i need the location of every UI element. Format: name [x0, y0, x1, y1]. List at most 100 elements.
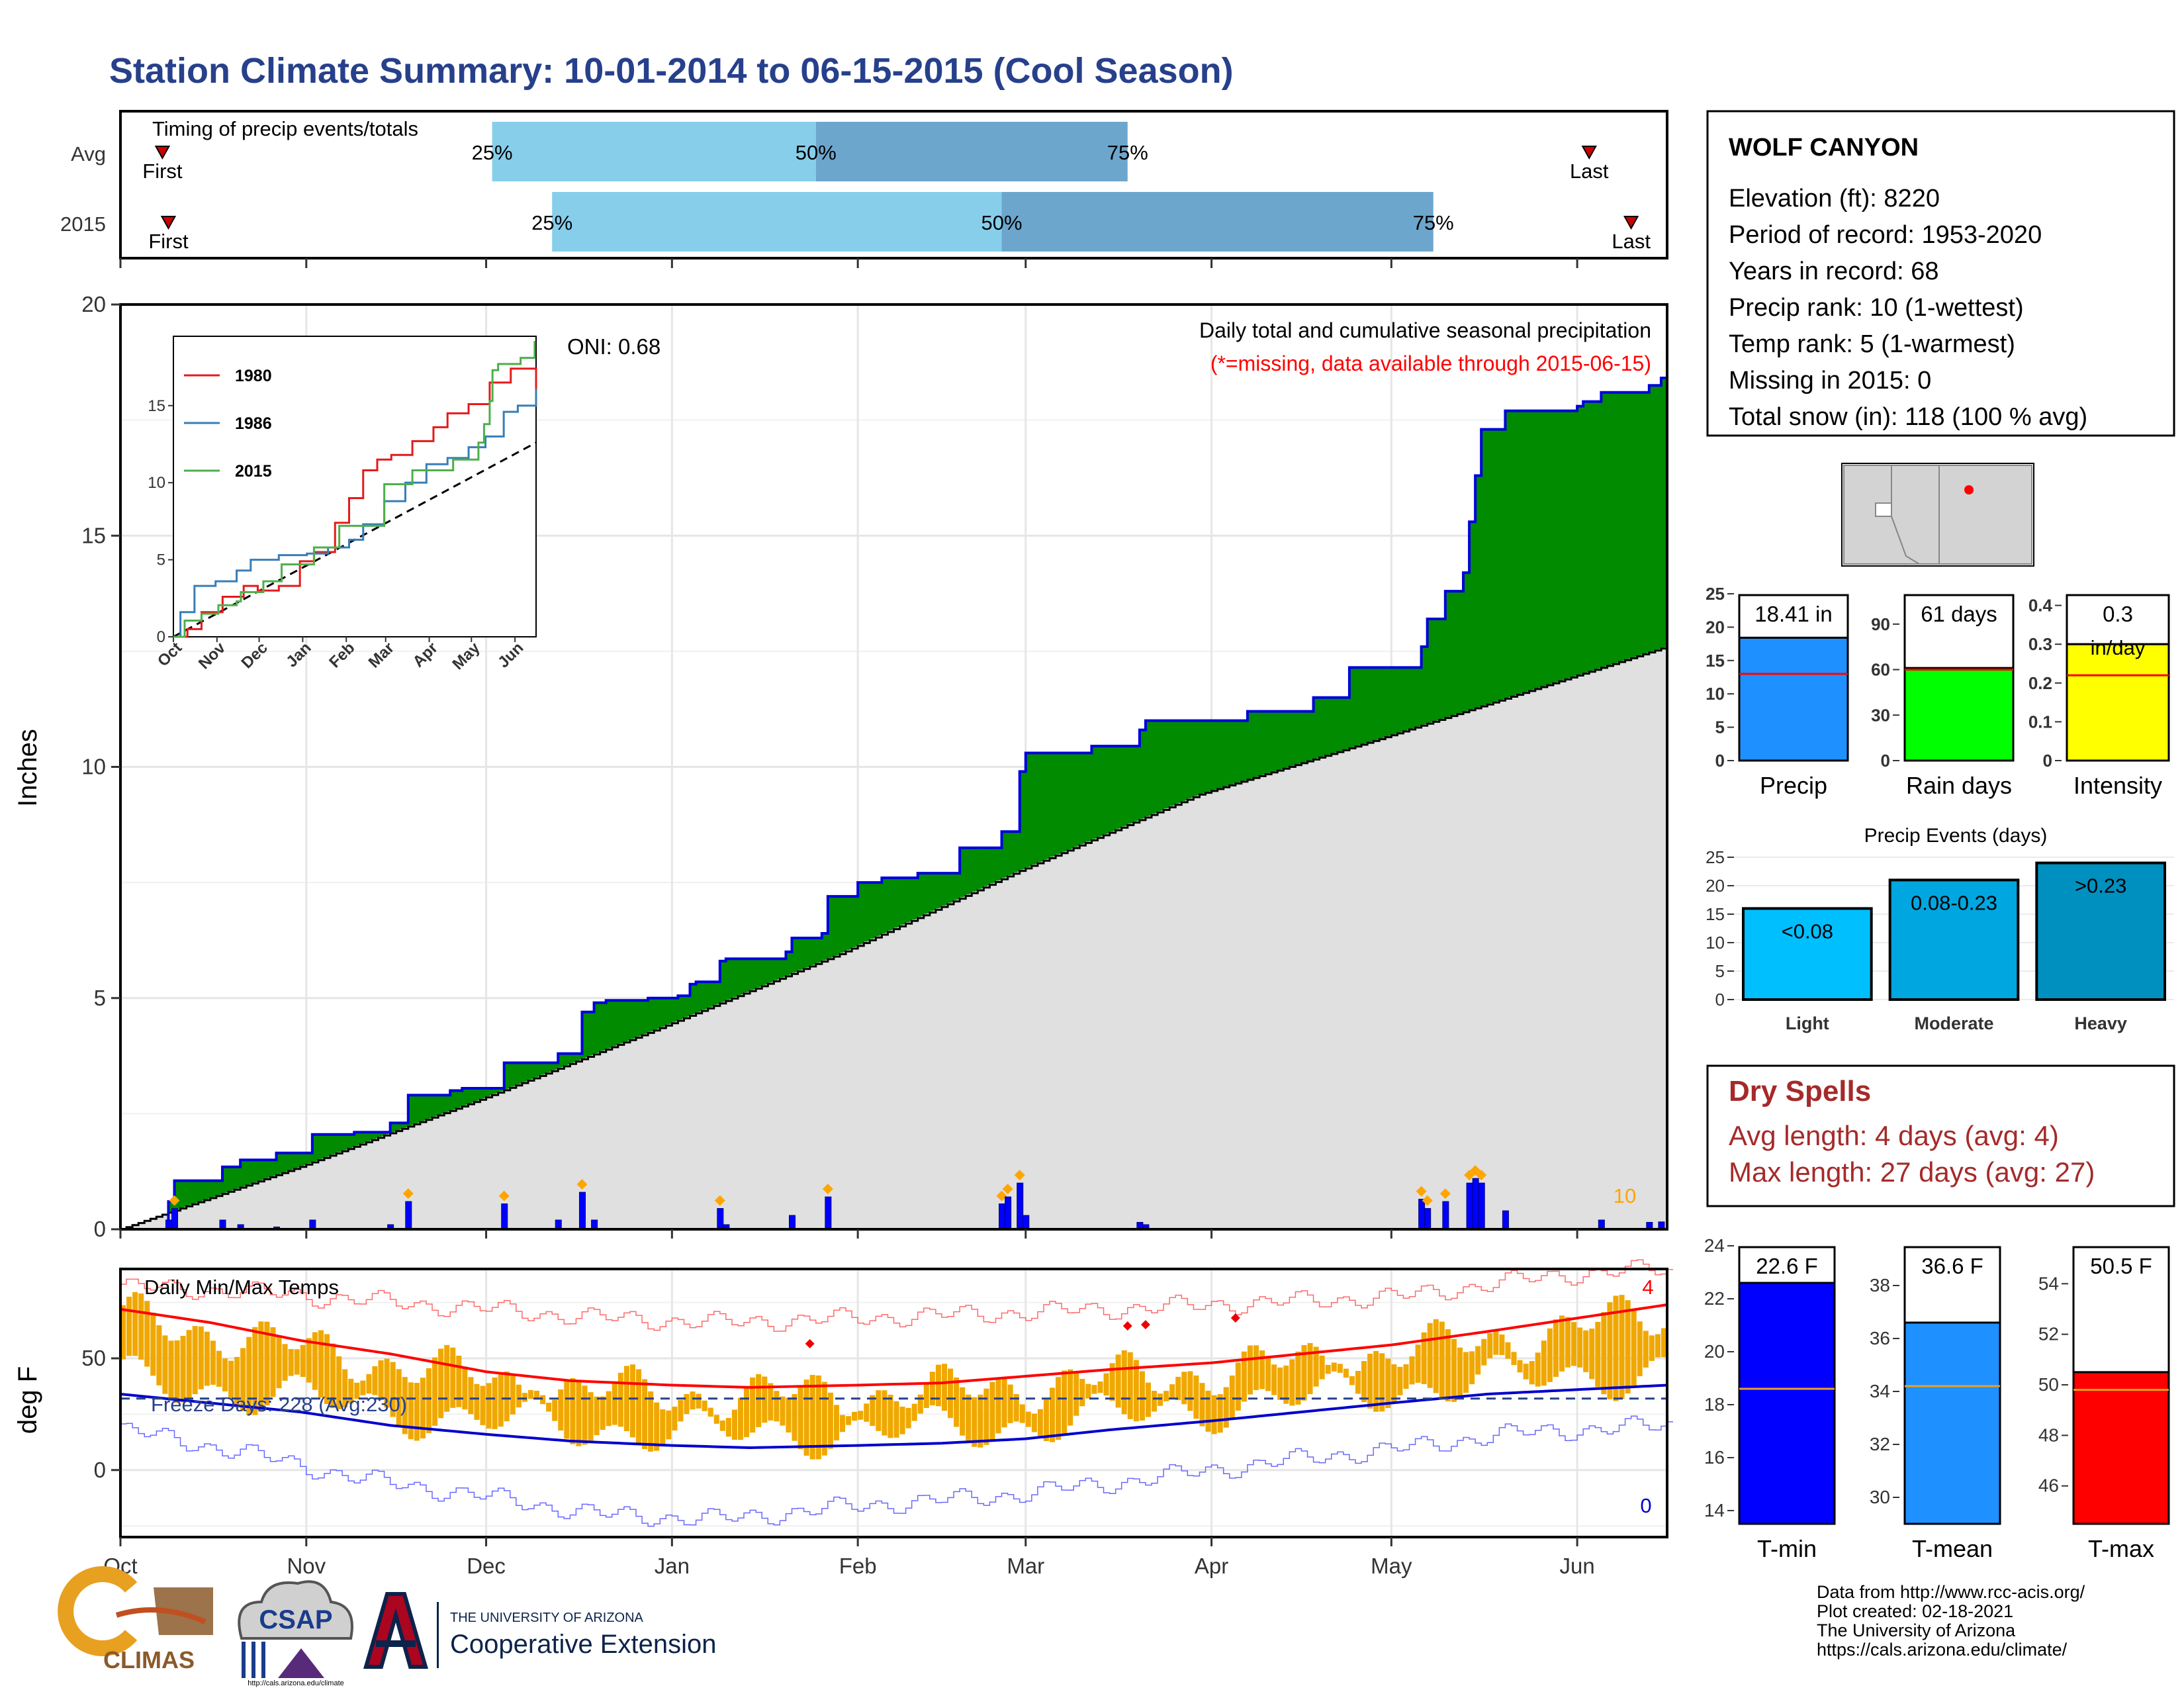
precip-departure-fill: [768, 959, 774, 983]
ua-logo-big-text: Cooperative Extension: [450, 1630, 716, 1659]
events-y-tick-label: 25: [1706, 847, 1725, 867]
precip-departure-fill: [1295, 711, 1302, 765]
daily-temp-range-bar: [126, 1296, 132, 1356]
month-axis-label: May: [1371, 1554, 1412, 1578]
record-high-marker: [805, 1338, 815, 1348]
degf-axis-label: deg F: [13, 1366, 42, 1434]
panel-y-tick-label: 50: [2038, 1374, 2059, 1395]
precip-departure-fill: [1601, 392, 1608, 667]
daily-temp-range-bar: [264, 1321, 270, 1405]
freeze-days-label: Freeze Days: 228 (Avg:230): [151, 1393, 407, 1416]
daily-temp-range-bar: [678, 1400, 684, 1422]
ua-logo: THE UNIVERSITY OF ARIZONA Cooperative Ex…: [363, 1592, 716, 1669]
panel-y-tick-label: 25: [1706, 584, 1725, 604]
precip-departure-fill: [1499, 429, 1506, 700]
daily-temp-range-bar: [324, 1334, 330, 1405]
daily-temp-range-bar: [426, 1368, 432, 1433]
daily-temp-range-bar: [1535, 1352, 1541, 1387]
last-event-marker-icon: [1623, 216, 1639, 230]
daily-temp-range-bar: [318, 1330, 324, 1398]
daily-precip-bar: [1023, 1215, 1030, 1230]
precip-departure-fill: [1223, 720, 1230, 786]
locator-map: [1841, 463, 2034, 567]
precip-departure-fill: [552, 1062, 559, 1070]
daily-temp-range-bar: [797, 1387, 803, 1450]
precip-departure-fill: [330, 1134, 337, 1155]
daily-temp-range-bar: [1631, 1310, 1637, 1385]
precip-departure-fill: [713, 982, 721, 1005]
month-axis-label: Nov: [287, 1554, 326, 1578]
daily-temp-range-bar: [617, 1372, 623, 1427]
panel-category-label: Intensity: [2073, 772, 2162, 799]
daily-temp-range-bar: [1145, 1382, 1151, 1417]
oni-label: ONI: 0.68: [567, 334, 660, 359]
panel-y-tick-label: 20: [1704, 1341, 1725, 1362]
precip-departure-fill: [1577, 406, 1584, 675]
precip-departure-fill: [1109, 746, 1116, 832]
precip-departure-fill: [648, 998, 655, 1032]
precip-departure-fill: [839, 896, 846, 953]
precip-departure-fill: [1439, 618, 1446, 720]
daily-temp-range-bar: [1313, 1346, 1319, 1387]
daily-temp-range-bar: [444, 1344, 450, 1412]
daily-temp-range-bar: [186, 1330, 192, 1399]
station-location-marker: [1964, 485, 1974, 494]
daily-temp-range-bar: [1127, 1352, 1133, 1419]
precip-departure-fill: [1607, 392, 1614, 665]
precip-departure-fill: [486, 1088, 493, 1097]
daily-temp-range-bar: [1271, 1364, 1277, 1395]
precip-departure-fill: [797, 937, 805, 970]
precip-departure-fill: [402, 1123, 409, 1128]
daily-precip-bar: [405, 1201, 412, 1230]
precip-departure-fill: [702, 982, 709, 1010]
precip-departure-fill: [1619, 392, 1626, 661]
daily-precip-bar: [1017, 1182, 1024, 1230]
precip-departure-fill: [774, 959, 780, 980]
daily-temp-range-bar: [1415, 1344, 1421, 1383]
daily-temp-range-bar: [606, 1391, 612, 1427]
precip-departure-fill: [522, 1062, 529, 1082]
daily-temp-range-bar: [1229, 1376, 1235, 1420]
daily-temp-range-bar: [1019, 1404, 1025, 1423]
precip-departure-fill: [600, 1002, 607, 1051]
precip-corner-count: 10: [1614, 1184, 1636, 1207]
csap-rain-icon-2: [251, 1642, 255, 1678]
precip-departure-fill: [948, 873, 954, 903]
y-tick-label: 5: [94, 986, 106, 1010]
precip-departure-fill: [594, 1002, 601, 1054]
daily-temp-range-bar: [1559, 1315, 1565, 1372]
precip-departure-fill: [978, 847, 984, 889]
daily-temp-range-bar: [756, 1374, 762, 1427]
station-info-line: Years in record: 68: [1729, 258, 1939, 285]
precip-departure-fill: [576, 1053, 583, 1060]
panel-category-label: Precip: [1760, 772, 1827, 799]
precip-departure-fill: [1517, 410, 1524, 694]
precip-departure-fill: [336, 1134, 343, 1152]
precip-departure-fill: [1403, 667, 1410, 731]
panel-y-tick-label: 0.2: [2028, 673, 2052, 693]
daily-temp-range-bar: [1187, 1371, 1193, 1411]
daily-temp-range-bar: [366, 1374, 372, 1394]
precip-departure-fill: [180, 1180, 187, 1207]
daily-temp-range-bar: [1259, 1350, 1265, 1389]
snow-event-marker: [1464, 1170, 1475, 1181]
daily-temp-range-bar: [1595, 1321, 1601, 1387]
panel-value-label: 18.41 in: [1754, 602, 1832, 626]
precip-departure-fill: [606, 1000, 613, 1049]
precip-departure-fill: [1583, 401, 1590, 673]
precip-departure-fill: [222, 1166, 229, 1193]
events-y-tick-label: 5: [1715, 961, 1725, 981]
panel-y-tick-label: 38: [1870, 1275, 1890, 1295]
csap-url: http://cals.arizona.edu/climate: [248, 1679, 344, 1687]
timing-quantile-label: 75%: [1413, 211, 1454, 234]
precip-departure-fill: [534, 1062, 541, 1078]
precip-departure-fill: [1625, 392, 1632, 659]
precip-departure-fill: [623, 1000, 631, 1042]
precip-departure-fill: [420, 1095, 427, 1121]
average-max-line: [120, 1303, 1668, 1389]
daily-temp-range-bar: [1091, 1385, 1097, 1394]
precip-departure-fill: [864, 882, 870, 942]
inset-y-tick-label: 10: [148, 474, 165, 492]
precip-departure-fill: [1457, 591, 1464, 714]
precip-departure-fill: [294, 1152, 301, 1168]
